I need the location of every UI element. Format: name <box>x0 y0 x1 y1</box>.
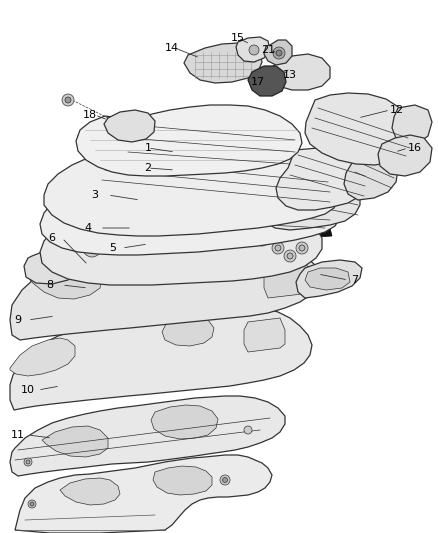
Text: 6: 6 <box>49 233 56 243</box>
Circle shape <box>28 500 36 508</box>
Circle shape <box>244 426 252 434</box>
Polygon shape <box>15 455 272 533</box>
Polygon shape <box>104 110 155 142</box>
Polygon shape <box>264 40 292 65</box>
Circle shape <box>105 239 115 249</box>
Text: 10: 10 <box>21 385 35 395</box>
Circle shape <box>299 245 305 251</box>
Circle shape <box>276 50 282 56</box>
Polygon shape <box>344 156 398 200</box>
Polygon shape <box>10 396 285 476</box>
Polygon shape <box>105 228 332 250</box>
Text: 16: 16 <box>408 143 422 153</box>
Polygon shape <box>392 105 432 144</box>
Text: 9: 9 <box>14 315 21 325</box>
Polygon shape <box>305 93 414 165</box>
Polygon shape <box>296 260 362 298</box>
Text: 14: 14 <box>165 43 179 53</box>
Circle shape <box>272 242 284 254</box>
Circle shape <box>30 502 34 506</box>
Text: 8: 8 <box>46 280 53 290</box>
Polygon shape <box>378 135 432 176</box>
Circle shape <box>62 94 74 106</box>
Text: 21: 21 <box>261 45 275 55</box>
Circle shape <box>287 253 293 259</box>
Polygon shape <box>44 132 338 236</box>
Circle shape <box>259 237 265 243</box>
Text: 11: 11 <box>11 430 25 440</box>
Circle shape <box>24 458 32 466</box>
Polygon shape <box>248 66 286 96</box>
Polygon shape <box>162 316 214 346</box>
Circle shape <box>119 231 137 249</box>
Circle shape <box>273 47 285 59</box>
Text: 15: 15 <box>231 33 245 43</box>
Polygon shape <box>236 37 270 62</box>
Polygon shape <box>76 105 302 176</box>
Circle shape <box>26 460 30 464</box>
Circle shape <box>101 235 119 253</box>
Circle shape <box>220 475 230 485</box>
Polygon shape <box>260 168 360 230</box>
Polygon shape <box>270 54 330 90</box>
Polygon shape <box>153 466 212 495</box>
Polygon shape <box>305 268 350 290</box>
Circle shape <box>123 235 133 245</box>
Text: 18: 18 <box>83 110 97 120</box>
Circle shape <box>249 45 259 55</box>
Text: 3: 3 <box>92 190 99 200</box>
Polygon shape <box>184 43 262 83</box>
Polygon shape <box>151 405 218 439</box>
Polygon shape <box>10 236 320 340</box>
Text: 4: 4 <box>85 223 92 233</box>
Circle shape <box>65 97 71 103</box>
Polygon shape <box>10 338 75 376</box>
Polygon shape <box>10 306 312 410</box>
Polygon shape <box>244 318 285 352</box>
Circle shape <box>284 250 296 262</box>
Text: 17: 17 <box>251 77 265 87</box>
Polygon shape <box>60 478 120 505</box>
Polygon shape <box>148 206 222 250</box>
Circle shape <box>223 478 227 482</box>
Polygon shape <box>24 246 84 284</box>
Text: 12: 12 <box>390 105 404 115</box>
Polygon shape <box>170 243 238 281</box>
Text: 13: 13 <box>283 70 297 80</box>
Polygon shape <box>40 197 322 285</box>
Circle shape <box>296 242 308 254</box>
Polygon shape <box>264 258 310 298</box>
Text: 1: 1 <box>145 143 152 153</box>
Circle shape <box>87 243 97 253</box>
Text: 2: 2 <box>145 163 152 173</box>
Circle shape <box>256 234 268 246</box>
Text: 5: 5 <box>110 243 117 253</box>
Circle shape <box>275 245 281 251</box>
Polygon shape <box>40 161 340 255</box>
Polygon shape <box>30 263 102 299</box>
Text: 7: 7 <box>351 275 359 285</box>
Circle shape <box>83 239 101 257</box>
Polygon shape <box>42 426 108 457</box>
Polygon shape <box>276 148 368 210</box>
